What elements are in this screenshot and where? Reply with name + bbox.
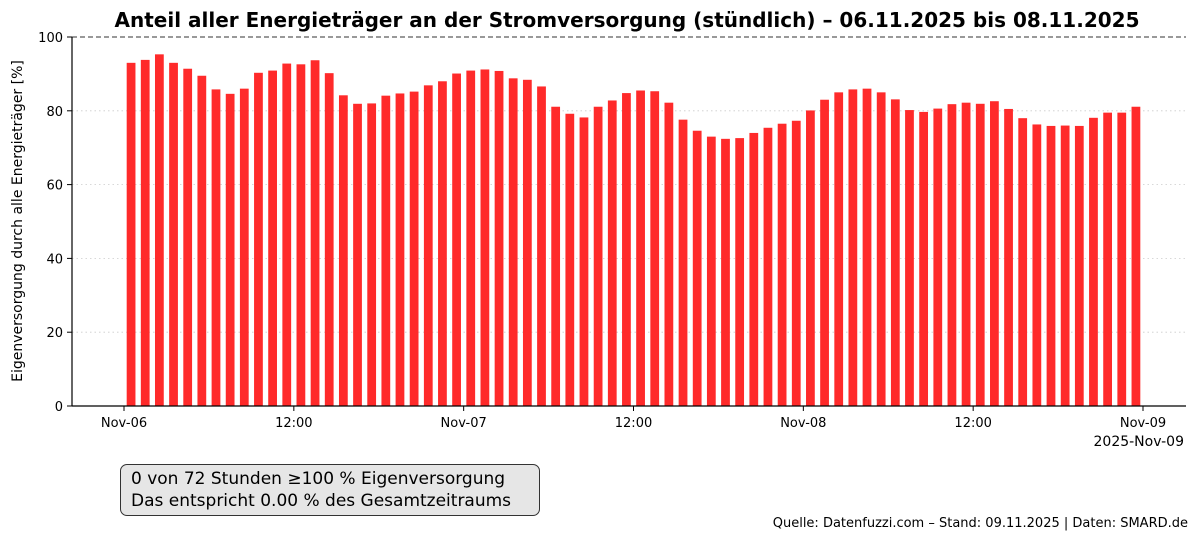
bar (438, 81, 447, 406)
bar (239, 88, 249, 406)
bar (154, 54, 164, 407)
bar (1046, 125, 1056, 407)
bar (1117, 112, 1127, 406)
bar (338, 95, 348, 407)
y-tick-label: 80 (46, 105, 63, 120)
bar (834, 92, 844, 406)
bar (975, 103, 985, 406)
summary-line-2: Das entspricht 0.00 % des Gesamtzeitraum… (131, 491, 512, 511)
bar (650, 91, 660, 407)
summary-box: 0 von 72 Stunden ≥100 % Eigenversorgung … (120, 464, 540, 516)
bar (423, 85, 433, 406)
bar (1032, 124, 1042, 406)
y-tick-label: 60 (46, 179, 63, 194)
bar (749, 132, 759, 406)
bar (1004, 108, 1013, 406)
bar (791, 120, 801, 406)
bar (706, 136, 716, 406)
bar (268, 70, 277, 406)
x-tick-label: Nov-08 (780, 416, 826, 431)
bar (1089, 117, 1098, 406)
bar (367, 103, 377, 407)
x-tick-label: Nov-07 (441, 416, 487, 431)
bar (636, 90, 645, 406)
bar (296, 64, 306, 406)
bar (1018, 118, 1028, 407)
bar (169, 62, 178, 406)
bar (763, 127, 773, 407)
bar (607, 100, 617, 406)
bar (721, 138, 730, 406)
bar (466, 70, 476, 406)
bar (409, 91, 419, 407)
bar (310, 60, 320, 406)
bar (777, 123, 787, 407)
bar (820, 99, 829, 406)
bar (1131, 106, 1141, 407)
x-tick-label: 12:00 (275, 416, 312, 431)
bar (947, 104, 957, 406)
bar (565, 113, 575, 406)
bars (126, 54, 1141, 407)
y-tick-label: 100 (38, 31, 63, 46)
bar (183, 68, 193, 406)
bar (140, 59, 150, 406)
axes (67, 36, 1186, 411)
bar (551, 106, 561, 407)
bar (254, 72, 263, 406)
x-tick-label: 12:00 (615, 416, 652, 431)
tick-labels: 0 20 40 60 80 100 Nov-06 12:00 Nov-07 12:00 Nov-08… (38, 31, 1166, 431)
bar (692, 130, 702, 407)
bar (622, 93, 631, 406)
bar (324, 73, 334, 406)
y-tick-label: 0 (55, 400, 63, 415)
bar (890, 99, 900, 407)
summary-line-1: 0 von 72 Stunden ≥100 % Eigenversorgung (131, 469, 506, 489)
bar (593, 106, 603, 407)
bar (197, 75, 207, 406)
bar (522, 79, 532, 407)
bar (494, 70, 504, 406)
bar (508, 78, 518, 406)
bar (480, 69, 490, 406)
source-text: Quelle: Datenfuzzi.com – Stand: 09.11.20… (772, 516, 1188, 531)
bar (664, 102, 674, 407)
bar (990, 101, 999, 407)
bar (452, 73, 461, 406)
bar (126, 62, 136, 406)
y-axis-label: Eigenversorgung durch alle Energieträger… (10, 60, 26, 382)
bar (225, 93, 235, 406)
x-tick-label: Nov-06 (101, 416, 147, 431)
bar (933, 108, 943, 406)
bar (579, 117, 589, 406)
bar (353, 103, 362, 406)
bar (961, 102, 971, 407)
y-tick-label: 40 (46, 252, 63, 267)
bar (678, 119, 688, 406)
bar (1074, 125, 1084, 407)
bar (1103, 112, 1112, 406)
bar (905, 110, 914, 406)
y-tick-label: 20 (46, 326, 63, 341)
bar (211, 89, 221, 407)
bar (919, 111, 929, 406)
bar (862, 88, 872, 406)
bar (735, 138, 745, 407)
bar (806, 110, 815, 407)
bar (381, 95, 391, 407)
bar (395, 93, 405, 407)
x-tick-label: Nov-09 (1120, 416, 1166, 431)
bar (1060, 125, 1070, 406)
bar (537, 86, 546, 406)
x-axis-offset-label: 2025-Nov-09 (1094, 434, 1185, 450)
bar (282, 63, 292, 406)
chart-title: Anteil aller Energieträger an der Stromv… (115, 8, 1140, 32)
x-tick-label: 12:00 (954, 416, 991, 431)
bar (848, 89, 858, 407)
bar (876, 92, 886, 406)
